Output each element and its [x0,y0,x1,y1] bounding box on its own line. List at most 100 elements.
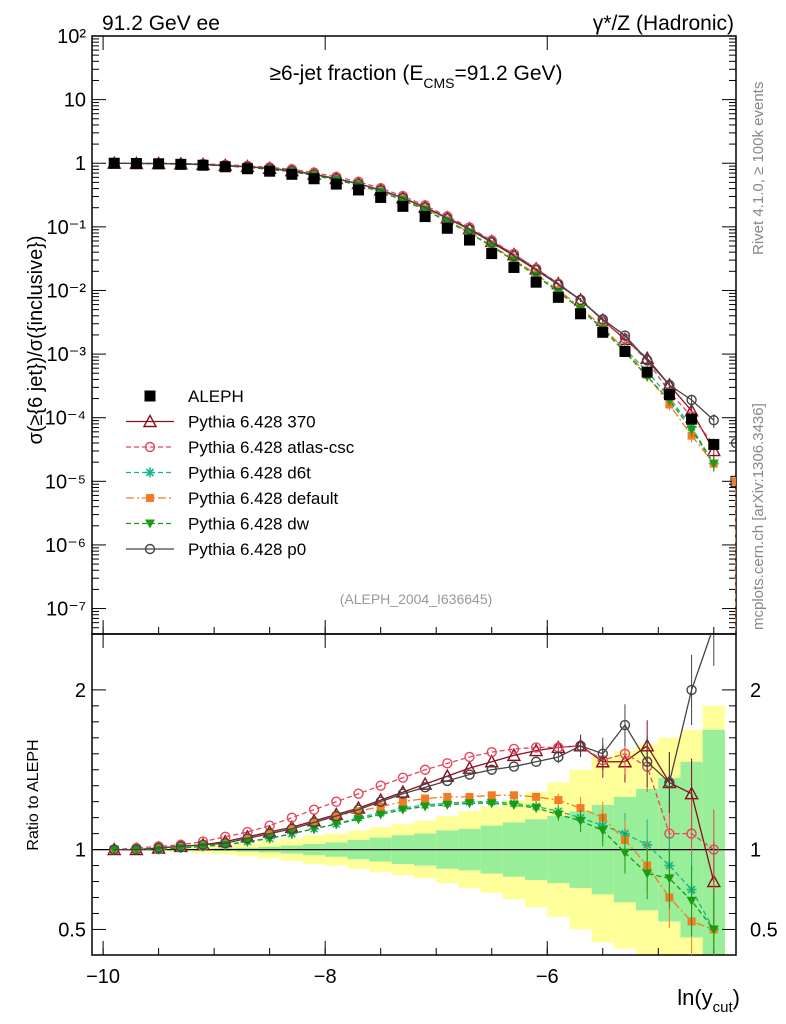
aleph-point [575,308,587,320]
ratio-point-shape [131,844,142,855]
aleph-point-shape [352,184,364,196]
legend-marker-shape [144,441,156,453]
series-point [575,294,586,306]
legend-label: Pythia 6.428 dw [188,515,310,534]
ratio-point [286,812,298,823]
ratio-point [331,810,342,822]
ratio-point [708,844,719,855]
ratio-point [575,816,586,826]
series-line [114,162,715,421]
ratio-point [509,791,518,800]
ratio-point [508,743,520,755]
legend-marker [144,543,156,555]
aleph-point [464,234,476,246]
ratio-point [398,797,407,806]
ratio-point [686,896,697,906]
x-tick-label: −10 [86,966,120,988]
legend-marker [145,467,155,478]
ratio-tick-label: 0.5 [58,919,86,941]
ratio-point [353,815,364,825]
ratio-point-shape [575,740,586,751]
aleph-point-shape [619,345,631,357]
ratio-series-line [114,802,715,930]
ratio-point-shape [197,839,209,851]
ratio-point [397,772,409,783]
ratio-point [575,740,586,751]
aleph-point [397,200,409,212]
series-point [464,224,475,235]
ratio-point-shape [464,769,475,780]
aleph-point [153,158,165,170]
ratio-point [532,792,541,801]
legend-marker [146,494,154,502]
series-point [508,256,519,266]
series-point [619,330,631,341]
ratio-point [375,796,386,807]
ratio-point-shape [486,764,497,775]
aleph-point [708,438,720,450]
ratio-point-shape [642,869,653,879]
series-point [730,437,736,449]
aleph-point [441,222,453,234]
series-point-shape [530,264,542,276]
ratio-point-shape [464,751,475,763]
series-line [114,162,715,445]
aleph-point-shape [264,165,276,177]
ratio-point-shape [397,805,408,815]
aleph-point [241,163,253,175]
ratio-point-shape [530,756,542,767]
ratio-point-shape [354,807,363,816]
y-tick-label: 10² [57,26,86,48]
series-point [686,394,697,406]
ratio-point-shape [686,684,697,696]
aleph-point-shape [486,248,498,260]
ratio-point [664,874,675,884]
aleph-point [419,211,431,223]
ratio-point [220,838,231,849]
ratio-point [264,828,275,839]
ratio-point [308,817,320,828]
ratio-point [354,807,363,816]
ratio-point-shape [331,820,342,830]
ratio-point [421,794,430,803]
series-point-shape [686,425,697,435]
ratio-point [597,748,608,759]
ratio-point-shape [487,791,496,800]
ratio-point-shape [619,848,630,858]
aleph-point [530,276,542,288]
series-point-shape [730,437,736,449]
aleph-point [286,168,298,180]
series-point [508,250,520,262]
ratio-point-shape [419,764,431,775]
header-left: 91.2 GeV ee [102,12,220,35]
ratio-point-shape [553,751,564,763]
ratio-tick-label: 1 [75,840,86,862]
legend-label: Pythia 6.428 atlas-csc [188,438,355,457]
legend-label: Pythia 6.428 d6t [188,464,311,483]
ratio-point [553,810,564,820]
aleph-point [130,158,142,170]
ratio-point-shape [508,800,519,810]
ratio-point-shape [486,799,497,809]
aleph-point-shape [441,222,453,234]
ratio-series-line [114,744,715,882]
ratio-point-shape [619,719,631,731]
aleph-point [219,161,231,173]
aleph-point [352,184,364,196]
ratio-point [397,805,408,815]
series-point [708,459,719,469]
ratio-point [464,799,475,809]
aleph-point [552,291,564,303]
ratio-point [419,782,431,793]
ratio-point-shape [331,810,342,822]
y-tick-label: 10⁻⁶ [45,535,86,557]
x-axis-label: ln(ycut) [677,985,740,1016]
ratio-point [554,796,563,805]
ratio-point-shape [397,772,409,783]
legend-marker [144,441,156,453]
aleph-point-shape [663,389,675,401]
ratio-point-shape [353,815,364,825]
side-mcplots-label: mcplots.cern.ch [arXiv:1306.3436] [750,403,767,630]
ratio-tick-label-right: 1 [750,840,761,862]
ratio-point [442,800,453,810]
